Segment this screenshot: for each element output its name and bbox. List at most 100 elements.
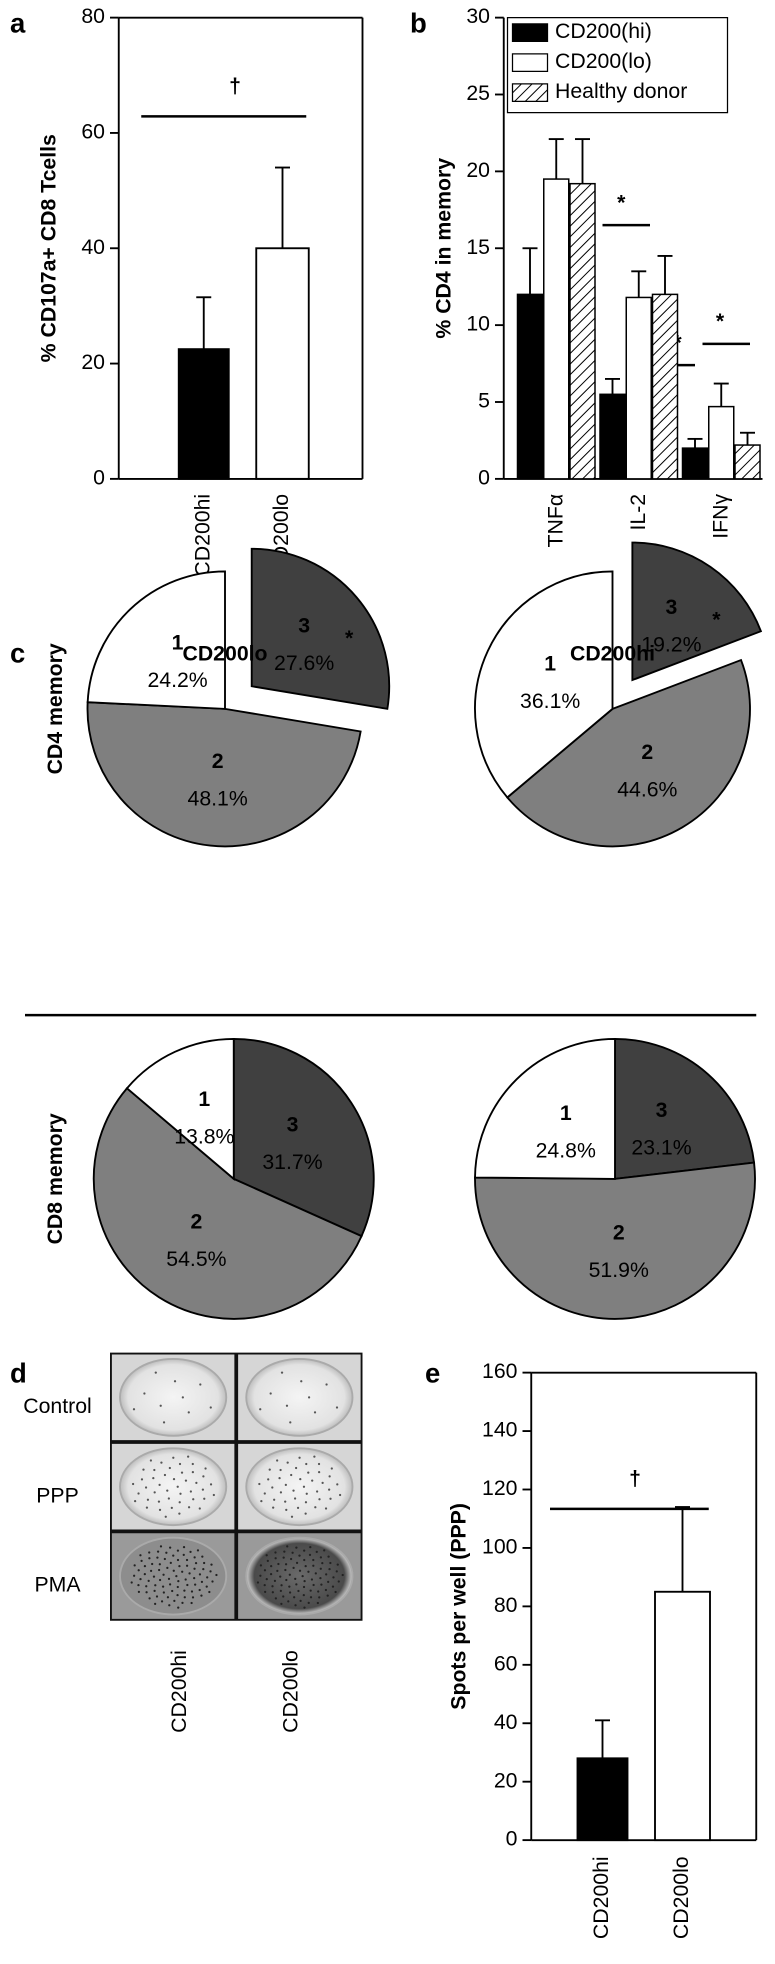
slice-value: 24.2% [147, 668, 207, 692]
spot [193, 1577, 196, 1580]
spot [308, 1553, 312, 1556]
spot [171, 1589, 174, 1593]
spot [133, 1500, 137, 1503]
spot [336, 1563, 339, 1566]
pie-slice [86, 701, 362, 848]
bar [569, 182, 596, 480]
spot [162, 1421, 166, 1424]
y-tick-label: 0 [506, 1827, 518, 1851]
spot [211, 1580, 214, 1583]
spot [324, 1507, 328, 1510]
spot [279, 1491, 283, 1494]
spot [185, 1558, 189, 1562]
spot [298, 1569, 302, 1572]
spot [186, 1583, 189, 1587]
spot [165, 1551, 168, 1554]
spot [316, 1601, 319, 1605]
spot [284, 1563, 288, 1566]
spot [263, 1492, 266, 1495]
spot [177, 1606, 180, 1609]
spot [154, 1584, 157, 1587]
spot [263, 1584, 266, 1587]
spot [295, 1546, 298, 1549]
y-tick-label: 0 [478, 465, 490, 489]
spot [335, 1406, 339, 1409]
x-tick-label: CD200hi [190, 494, 214, 577]
spot [271, 1591, 274, 1594]
slice-label: 3 [287, 1112, 299, 1136]
spot [277, 1562, 280, 1566]
spot [158, 1483, 161, 1487]
pie-slice [614, 1037, 756, 1180]
legend-swatch [511, 53, 549, 73]
spot [274, 1597, 277, 1600]
spot [304, 1512, 307, 1515]
y-tick-label: 40 [494, 1710, 518, 1734]
spot [319, 1577, 322, 1580]
slice-label: 2 [191, 1210, 203, 1234]
spot [307, 1570, 310, 1573]
spot [268, 1468, 271, 1471]
spot [145, 1591, 148, 1594]
well [119, 1357, 228, 1437]
spot [299, 1599, 302, 1602]
bar [654, 1590, 711, 1842]
spot [196, 1549, 200, 1552]
spot [181, 1396, 184, 1399]
spot [143, 1565, 147, 1568]
well [245, 1447, 354, 1527]
spot [318, 1596, 321, 1599]
spot [149, 1569, 153, 1572]
spot [330, 1467, 333, 1470]
pie-slice [86, 570, 226, 710]
spot [153, 1491, 156, 1494]
y-axis-label: Spots per well (PPP) [447, 1503, 471, 1710]
spot [168, 1466, 171, 1470]
spot [210, 1563, 213, 1566]
spot [198, 1507, 201, 1510]
spot [309, 1545, 312, 1549]
spot [188, 1572, 191, 1575]
spot [295, 1561, 299, 1564]
spot [143, 1392, 146, 1395]
spot [160, 1461, 163, 1464]
spot [206, 1576, 209, 1579]
spot [324, 1588, 328, 1592]
spot [161, 1585, 165, 1588]
x-tick-label: CD200lo [669, 1856, 693, 1939]
slice-value: 27.6% [274, 651, 334, 675]
pie-title: CD200hi [570, 642, 655, 666]
spot [178, 1564, 181, 1568]
spot [294, 1577, 297, 1580]
pie-slice [505, 658, 751, 848]
spot [149, 1459, 153, 1462]
spot [288, 1591, 292, 1594]
spot [183, 1589, 186, 1592]
spot [305, 1492, 308, 1495]
spot [290, 1515, 294, 1518]
pie-slice [631, 541, 763, 682]
spot [137, 1569, 140, 1572]
spot [318, 1498, 321, 1501]
spot [303, 1579, 306, 1583]
spot [288, 1585, 291, 1588]
spot [158, 1563, 161, 1566]
row-label: Control [23, 1394, 92, 1418]
spot [151, 1562, 154, 1566]
slice-value: 48.1% [188, 786, 248, 810]
slice-value: 31.7% [262, 1150, 322, 1174]
spot [201, 1488, 205, 1491]
pie-slice [250, 547, 391, 710]
spot [303, 1606, 306, 1609]
spot [300, 1380, 303, 1383]
slice-value: 13.8% [174, 1124, 234, 1148]
spot [335, 1570, 338, 1573]
row-label: CD4 memory [43, 643, 67, 774]
spot [315, 1490, 319, 1493]
spot [305, 1462, 308, 1466]
spot [279, 1589, 282, 1593]
spot [131, 1482, 135, 1486]
spot [167, 1577, 171, 1580]
spot [280, 1584, 283, 1587]
spot [173, 1380, 177, 1383]
